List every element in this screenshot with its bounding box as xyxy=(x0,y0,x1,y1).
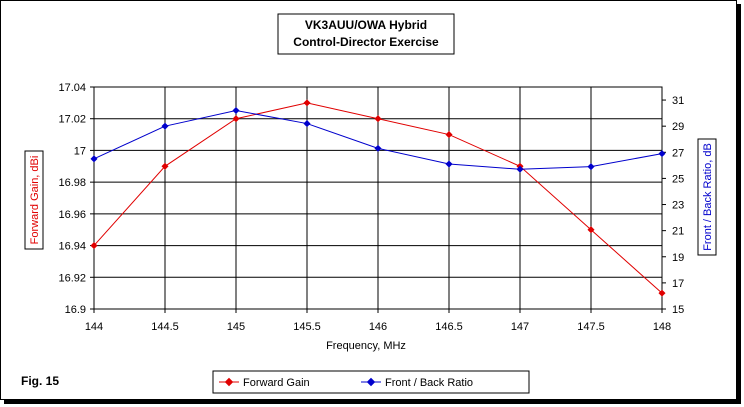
right-tick-label: 17 xyxy=(672,278,684,290)
left-axis-label: Forward Gain, dBi xyxy=(29,156,41,245)
data-point-front-back xyxy=(232,106,240,115)
legend: Forward Gain Front / Back Ratio xyxy=(212,370,530,394)
left-tick-label: 17.02 xyxy=(58,114,86,126)
x-tick-label: 145.5 xyxy=(293,321,321,333)
legend-label-forward-gain: Forward Gain xyxy=(243,377,310,389)
left-axis-ticks: 16.9 16.92 16.94 16.96 16.98 17 17.02 17.04 xyxy=(58,82,94,316)
left-tick-label: 16.9 xyxy=(65,304,86,316)
data-point-front-back xyxy=(445,160,453,168)
data-point-forward-gain xyxy=(232,115,240,123)
x-tick-label: 147 xyxy=(511,321,529,333)
data-point-forward-gain xyxy=(90,242,98,250)
data-point-forward-gain xyxy=(445,131,453,139)
x-tick-label: 144 xyxy=(85,321,103,333)
chart-frame: VK3AUU/OWA Hybrid Control-Director Exerc… xyxy=(0,0,737,400)
data-point-front-back xyxy=(161,122,169,130)
data-point-forward-gain xyxy=(587,226,595,234)
x-axis-label: Frequency, MHz xyxy=(326,340,406,352)
legend-marker-forward-gain xyxy=(224,377,234,387)
chart-title-line-2: Control-Director Exercise xyxy=(293,35,439,49)
right-tick-label: 25 xyxy=(672,173,684,185)
right-tick-label: 19 xyxy=(672,252,684,264)
left-tick-label: 16.92 xyxy=(58,272,86,284)
data-point-front-back xyxy=(90,155,98,163)
legend-marker-front-back xyxy=(366,377,376,387)
left-tick-label: 17.04 xyxy=(58,82,86,94)
x-axis-ticks: 144 144.5 145 145.5 146 146.5 147 147.5 148 xyxy=(85,309,671,333)
chart-svg: VK3AUU/OWA Hybrid Control-Director Exerc… xyxy=(21,13,717,394)
left-tick-label: 16.96 xyxy=(58,209,86,221)
legend-label-front-back: Front / Back Ratio xyxy=(385,377,473,389)
data-point-front-back xyxy=(587,163,595,171)
left-tick-label: 17 xyxy=(74,145,86,157)
right-tick-label: 21 xyxy=(672,226,684,238)
right-tick-label: 23 xyxy=(672,200,684,212)
data-point-front-back xyxy=(658,150,666,158)
left-axis-label-box: Forward Gain, dBi xyxy=(24,150,44,250)
right-tick-label: 29 xyxy=(672,121,684,133)
right-tick-label: 27 xyxy=(672,147,684,159)
data-point-forward-gain xyxy=(303,99,311,107)
title-box xyxy=(277,13,455,55)
x-tick-label: 144.5 xyxy=(151,321,179,333)
series-group xyxy=(90,99,666,297)
figure-label: Fig. 15 xyxy=(21,374,59,388)
right-tick-label: 15 xyxy=(672,304,684,316)
data-point-forward-gain xyxy=(658,289,666,297)
right-axis-label: Front / Back Ratio, dB xyxy=(702,143,714,251)
data-point-front-back xyxy=(303,120,311,128)
left-tick-label: 16.94 xyxy=(58,241,86,253)
x-tick-label: 146.5 xyxy=(435,321,463,333)
data-point-forward-gain xyxy=(374,115,382,123)
chart-title-line-1: VK3AUU/OWA Hybrid xyxy=(305,18,427,32)
right-tick-label: 31 xyxy=(672,95,684,107)
x-tick-label: 146 xyxy=(369,321,387,333)
left-tick-label: 16.98 xyxy=(58,177,86,189)
x-tick-label: 148 xyxy=(653,321,671,333)
x-tick-label: 145 xyxy=(227,321,245,333)
data-point-front-back xyxy=(374,144,382,152)
right-axis-label-box: Front / Back Ratio, dB xyxy=(697,138,717,256)
x-tick-label: 147.5 xyxy=(577,321,605,333)
data-point-forward-gain xyxy=(161,162,169,170)
data-point-front-back xyxy=(516,165,524,173)
right-axis-ticks: 15 17 19 21 23 25 27 29 31 xyxy=(662,95,684,316)
